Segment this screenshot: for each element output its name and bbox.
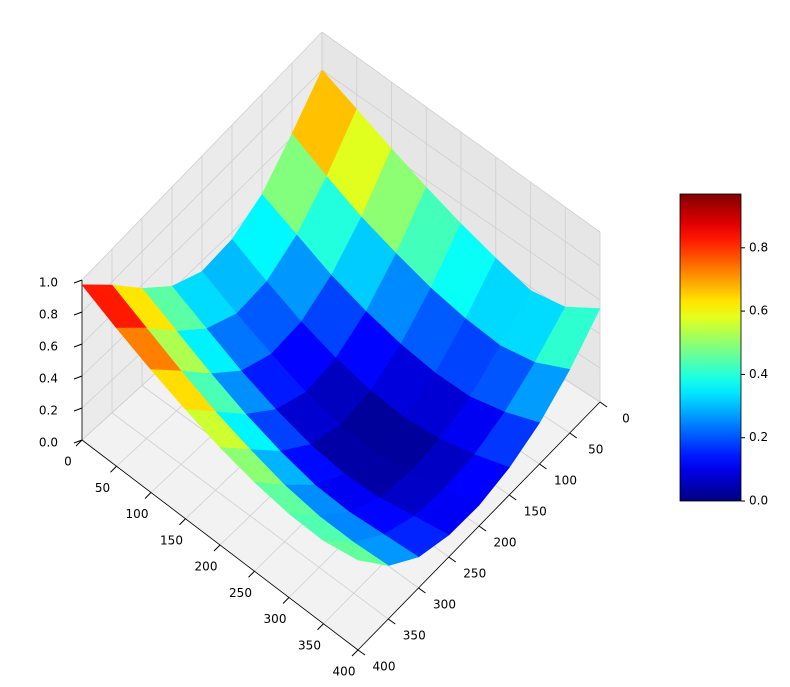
z-tick	[73, 375, 83, 380]
grid-line	[111, 412, 389, 620]
y-tick-label: 50	[588, 443, 603, 457]
x-tick-label: 400	[333, 665, 356, 679]
x-tick	[282, 597, 290, 604]
y-tick-label: 100	[554, 474, 577, 488]
z-tick	[73, 407, 83, 412]
y-tick	[357, 649, 366, 656]
y-tick	[387, 618, 396, 625]
y-tick-label: 0	[622, 412, 630, 426]
z-tick-label: 0.2	[39, 404, 58, 418]
y-tick	[448, 556, 457, 563]
z-tick-label: 1.0	[39, 276, 58, 290]
y-tick	[599, 401, 608, 408]
x-tick-label: 250	[229, 586, 252, 600]
y-tick-label: 350	[403, 629, 426, 643]
x-tick	[144, 492, 152, 499]
colorbar-tick-label: 0.0	[749, 494, 768, 508]
x-tick	[110, 465, 117, 473]
grid-line	[321, 69, 601, 267]
x-tick-label: 100	[126, 507, 149, 521]
grid-line	[321, 31, 601, 233]
x-tick-label: 150	[160, 533, 183, 547]
x-tick	[179, 518, 186, 526]
colorbar-tick-label: 0.4	[749, 367, 768, 381]
colorbar-tick-label: 0.2	[749, 430, 768, 444]
x-tick-label: 350	[298, 638, 321, 652]
colorbar-tick-label: 0.8	[749, 240, 768, 254]
x-tick-label: 50	[95, 481, 110, 495]
y-tick	[478, 525, 487, 532]
grid-line	[81, 31, 323, 281]
x-tick	[317, 623, 324, 631]
y-tick-label: 400	[373, 660, 396, 674]
y-tick-label: 200	[494, 536, 517, 550]
z-tick	[73, 311, 83, 316]
x-tick	[248, 570, 255, 578]
y-tick	[508, 494, 517, 501]
x-tick-label: 0	[64, 455, 72, 469]
y-tick-label: 250	[463, 567, 486, 581]
z-tick-label: 0.6	[39, 340, 58, 354]
x-tick	[75, 439, 83, 447]
x-tick-label: 200	[195, 560, 218, 574]
z-tick	[73, 279, 83, 284]
y-tick	[569, 432, 578, 439]
surface-patch	[323, 540, 389, 566]
x-tick	[351, 649, 359, 657]
colorbar	[679, 193, 742, 502]
z-tick-label: 0.4	[39, 372, 58, 386]
y-tick-label: 300	[433, 598, 456, 612]
z-tick	[73, 439, 83, 444]
x-tick-label: 300	[264, 612, 287, 626]
z-tick-label: 0.8	[39, 308, 58, 322]
x-tick	[213, 544, 221, 552]
colorbar-tick-label: 0.6	[749, 304, 768, 318]
grid-line	[81, 69, 323, 313]
z-tick-label: 0.0	[39, 436, 58, 450]
y-tick	[539, 463, 547, 470]
y-tick	[418, 587, 426, 594]
z-tick	[73, 343, 83, 348]
y-tick-label: 150	[524, 505, 547, 519]
